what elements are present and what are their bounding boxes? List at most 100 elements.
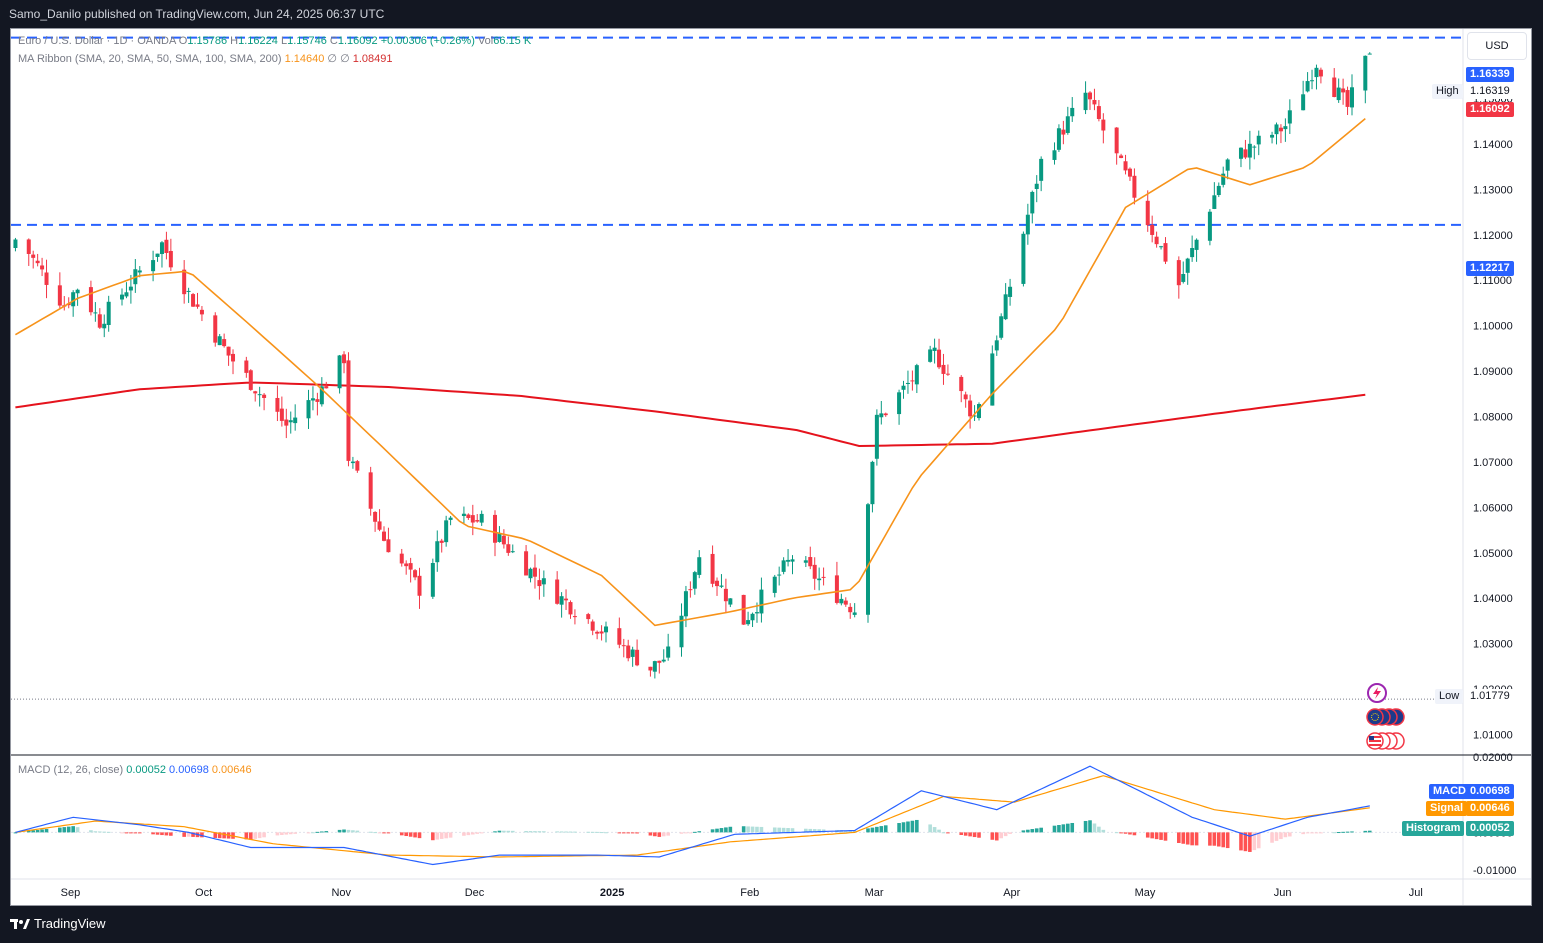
- macd-histogram-bar: [510, 830, 515, 833]
- bullish-candle: [1083, 81, 1088, 115]
- candle-body: [914, 365, 919, 385]
- bullish-candle: [13, 237, 18, 252]
- bearish-candle: [475, 514, 480, 523]
- candle-body: [1238, 147, 1243, 159]
- macd-histogram-bar: [1305, 832, 1310, 834]
- bearish-candle: [226, 346, 231, 366]
- candle-body: [377, 521, 382, 530]
- candle-body: [31, 254, 36, 258]
- bullish-candle: [1256, 130, 1261, 156]
- bullish-candle: [679, 603, 684, 657]
- bearish-candle: [648, 666, 653, 677]
- candle-body: [1341, 88, 1346, 93]
- macd-histogram-bar: [248, 832, 253, 840]
- currency-button[interactable]: USD: [1467, 32, 1527, 60]
- candle-body: [1176, 260, 1181, 286]
- price-tick-label: 1.11000: [1473, 275, 1512, 287]
- tradingview-logo[interactable]: TradingView: [10, 906, 106, 941]
- bearish-candle: [1123, 154, 1128, 175]
- bearish-candle: [57, 272, 62, 309]
- bearish-candle: [191, 292, 196, 307]
- lightning-icon[interactable]: [1367, 683, 1387, 703]
- macd-histogram-bar: [1243, 832, 1248, 852]
- bullish-candle: [1336, 78, 1341, 103]
- candle-body: [1345, 90, 1350, 107]
- bullish-candle: [604, 621, 609, 643]
- candle-body: [373, 511, 378, 522]
- macd-histogram-bar: [257, 832, 262, 839]
- macd-histogram-bar: [959, 832, 964, 836]
- macd-histogram-bar: [475, 832, 480, 834]
- macd-histogram-bar: [728, 826, 733, 833]
- bullish-candle: [448, 515, 453, 526]
- grid-layer: [11, 29, 1531, 905]
- candle-body: [1003, 294, 1008, 320]
- macd-histogram-bar: [502, 830, 506, 833]
- bearish-candle: [532, 554, 537, 589]
- candle-body: [630, 649, 635, 657]
- bullish-candle: [1216, 182, 1221, 198]
- chart-frame[interactable]: 1.15000 1.14000 1.13000 1.12000 1.11000 1.100…: [10, 28, 1532, 906]
- bullish-candle: [1274, 122, 1279, 145]
- macd-indicator-label: MACD (12, 26, close): [18, 764, 124, 776]
- chart-canvas[interactable]: 1.150001.140001.130001.120001.110001.100…: [11, 29, 1531, 905]
- candle-body: [1021, 233, 1026, 284]
- bullish-candle: [293, 404, 298, 431]
- candle-body: [937, 349, 942, 368]
- bullish-candle: [461, 506, 466, 524]
- macd-label-tag: MACD: [1429, 784, 1470, 799]
- bullish-candle: [337, 354, 342, 394]
- candle-body: [1363, 55, 1368, 91]
- bullish-candle: [1207, 209, 1212, 246]
- macd-histogram-bar: [253, 832, 258, 839]
- event-icons[interactable]: [1365, 681, 1425, 761]
- macd-histogram-bar: [741, 826, 746, 833]
- bullish-candle: [914, 363, 919, 394]
- bearish-candle: [404, 560, 409, 575]
- eu-flag-icon[interactable]: [1366, 708, 1405, 726]
- candle-body: [120, 294, 125, 300]
- bullish-candle: [541, 570, 546, 597]
- candle-body: [88, 287, 93, 313]
- volume-label: Vol: [477, 35, 494, 47]
- candle-body: [590, 621, 595, 631]
- bearish-candle: [1176, 256, 1181, 299]
- macd-histogram-bar: [1030, 829, 1035, 833]
- candle-body: [346, 360, 351, 461]
- macd-histogram-bar: [35, 829, 40, 833]
- candle-body: [741, 594, 746, 625]
- candle-body: [1301, 94, 1306, 111]
- us-flag-icon[interactable]: [1366, 732, 1405, 750]
- candle-body: [870, 461, 875, 505]
- candle-body: [666, 646, 671, 658]
- candle-body: [501, 535, 506, 545]
- macd-histogram-bar: [244, 832, 249, 840]
- candle-body: [977, 404, 981, 419]
- bearish-candle: [555, 571, 560, 605]
- macd-histogram-bar: [1194, 832, 1199, 846]
- macd-histogram-bar: [288, 832, 293, 835]
- macd-histogram-bar: [963, 832, 968, 836]
- macd-histogram-bar: [1123, 832, 1128, 834]
- bullish-candle: [430, 558, 435, 599]
- close-value: 1.16092: [337, 35, 378, 47]
- candle-body: [404, 563, 409, 567]
- bearish-candle: [439, 538, 444, 553]
- macd-histogram-bar: [346, 829, 351, 833]
- macd-tick-label: -0.01000: [1473, 865, 1516, 877]
- candle-body: [1278, 127, 1283, 132]
- macd-tick-label: 0.02000: [1473, 752, 1513, 764]
- candle-body: [128, 286, 133, 291]
- macd-histogram-bar: [937, 829, 941, 833]
- bullish-candle: [1056, 124, 1061, 152]
- candle-body: [963, 394, 968, 400]
- macd-histogram-bar: [466, 832, 471, 836]
- macd-histogram-bar: [586, 831, 591, 833]
- bullish-candle: [1181, 261, 1186, 284]
- candle-body: [905, 382, 910, 384]
- price-tick-label: 1.08000: [1473, 411, 1513, 423]
- candle-body: [195, 304, 200, 307]
- bearish-candle: [417, 567, 422, 609]
- ma-ribbon-label: MA Ribbon (SMA, 20, SMA, 50, SMA, 100, S…: [18, 53, 282, 65]
- high-label: H: [230, 35, 239, 47]
